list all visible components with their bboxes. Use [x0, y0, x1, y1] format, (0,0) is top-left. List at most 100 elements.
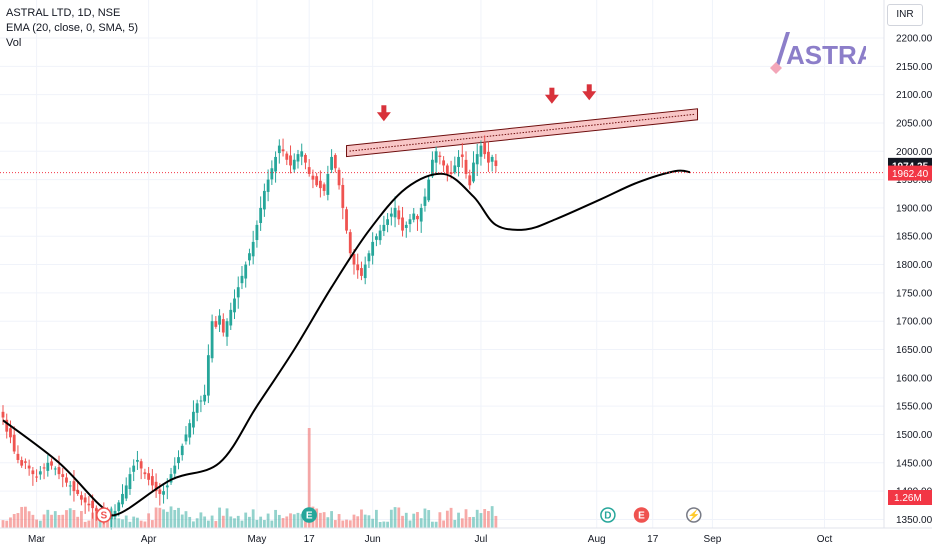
volume-bar [487, 511, 490, 528]
candle-body [307, 167, 311, 174]
volume-bar [419, 518, 423, 528]
volume-bar [464, 509, 468, 528]
volume-bar [475, 509, 479, 528]
price-axis[interactable]: 1350.001400.001450.001500.001550.001600.… [883, 0, 932, 550]
volume-bar [348, 520, 352, 528]
badge-circle [633, 507, 650, 523]
volume-bar [240, 520, 244, 528]
candle-body [289, 155, 292, 166]
candle-body [244, 264, 248, 279]
down-arrow-head [582, 91, 597, 101]
price-tick-label: 2000.00 [896, 147, 932, 158]
volume-bar [281, 518, 285, 528]
volume-bar [87, 520, 91, 528]
volume-bar [431, 521, 434, 528]
candle-body [348, 232, 352, 254]
volume-bar [367, 515, 371, 528]
volume-bar [352, 514, 356, 528]
volume-bar [445, 510, 449, 528]
volume-bar [9, 517, 12, 528]
volume-bar [210, 515, 214, 528]
candle-body [300, 151, 304, 157]
volume-bar [472, 516, 475, 528]
event-badge[interactable]: D [600, 507, 616, 523]
candle-body [449, 172, 453, 174]
candle-body [169, 474, 173, 483]
time-axis[interactable]: Mar Apr May 17 Jun Jul Aug 17 Sep Oct [0, 527, 932, 545]
volume-bar [180, 514, 184, 528]
resistance-trendline[interactable] [346, 108, 699, 158]
candle-body [53, 468, 57, 470]
volume-bar [139, 520, 143, 528]
volume-bar [68, 508, 72, 528]
volume-bar [233, 518, 236, 528]
price-tick-label: 1800.00 [896, 260, 932, 271]
badge-circle [96, 507, 112, 523]
candle-body [180, 445, 184, 456]
volume-bar [38, 520, 42, 528]
candle-body [397, 210, 401, 220]
volume-bars [1, 428, 498, 528]
event-badge[interactable]: ⚡ [686, 507, 702, 523]
volume-bar [229, 516, 233, 528]
volume-bar [35, 519, 39, 528]
currency-button[interactable]: INR [887, 4, 923, 26]
event-badge[interactable]: S [96, 507, 112, 523]
volume-bar [143, 521, 147, 528]
candle-body [292, 159, 296, 170]
candle-body [27, 465, 31, 469]
candle-body [419, 207, 423, 222]
volume-indicator-label[interactable]: Vol [6, 37, 22, 49]
candle-body [453, 165, 457, 173]
candle-body [341, 184, 345, 208]
volume-bar [248, 516, 251, 528]
candle-body [382, 224, 386, 232]
volume-bar [251, 509, 255, 528]
event-badges[interactable]: S E D E ⚡ [96, 507, 702, 523]
event-badge[interactable]: E [301, 507, 317, 523]
candle-body [460, 154, 464, 157]
volume-bar [457, 512, 460, 528]
symbol-title[interactable]: ASTRAL LTD, 1D, NSE [6, 7, 121, 19]
volume-bar [206, 520, 210, 528]
time-tick-label: Apr [141, 534, 157, 545]
volume-bar [188, 516, 192, 528]
ref-price-tag [888, 165, 932, 181]
event-badge[interactable]: E [633, 507, 650, 523]
candle-body [83, 497, 87, 503]
volume-bar [363, 514, 367, 528]
volume-bar [337, 514, 341, 528]
candle-body [423, 196, 427, 206]
candle-body [154, 481, 158, 492]
volume-bar [389, 509, 393, 528]
volume-bar [494, 515, 498, 528]
volume-tag [888, 490, 932, 505]
candle-body [61, 474, 65, 477]
volume-bar [259, 516, 263, 528]
trendline-midline [349, 113, 695, 152]
volume-bar [371, 518, 375, 528]
volume-bar [195, 518, 199, 528]
candle-body [20, 460, 24, 466]
candle-body [255, 224, 259, 241]
price-tick-label: 2050.00 [896, 118, 932, 129]
volume-bar [449, 507, 453, 528]
candle-body [87, 503, 91, 506]
candle-body [240, 275, 244, 284]
candle-body [225, 321, 229, 337]
candle-body [475, 154, 479, 165]
badge-label: D [604, 511, 611, 522]
volume-bar [266, 513, 270, 528]
volume-bar [300, 514, 304, 528]
ema-curve [2, 169, 691, 517]
volume-bar [401, 515, 404, 528]
volume-bar [427, 510, 431, 528]
ema-indicator-label[interactable]: EMA (20, close, 0, SMA, 5) [6, 22, 139, 34]
price-tick-label: 1750.00 [896, 288, 932, 299]
volume-bar [42, 514, 46, 528]
time-tick-label: Sep [704, 534, 722, 545]
candle-body [42, 467, 46, 469]
badge-label: E [306, 511, 313, 522]
volume-bar [177, 507, 180, 528]
